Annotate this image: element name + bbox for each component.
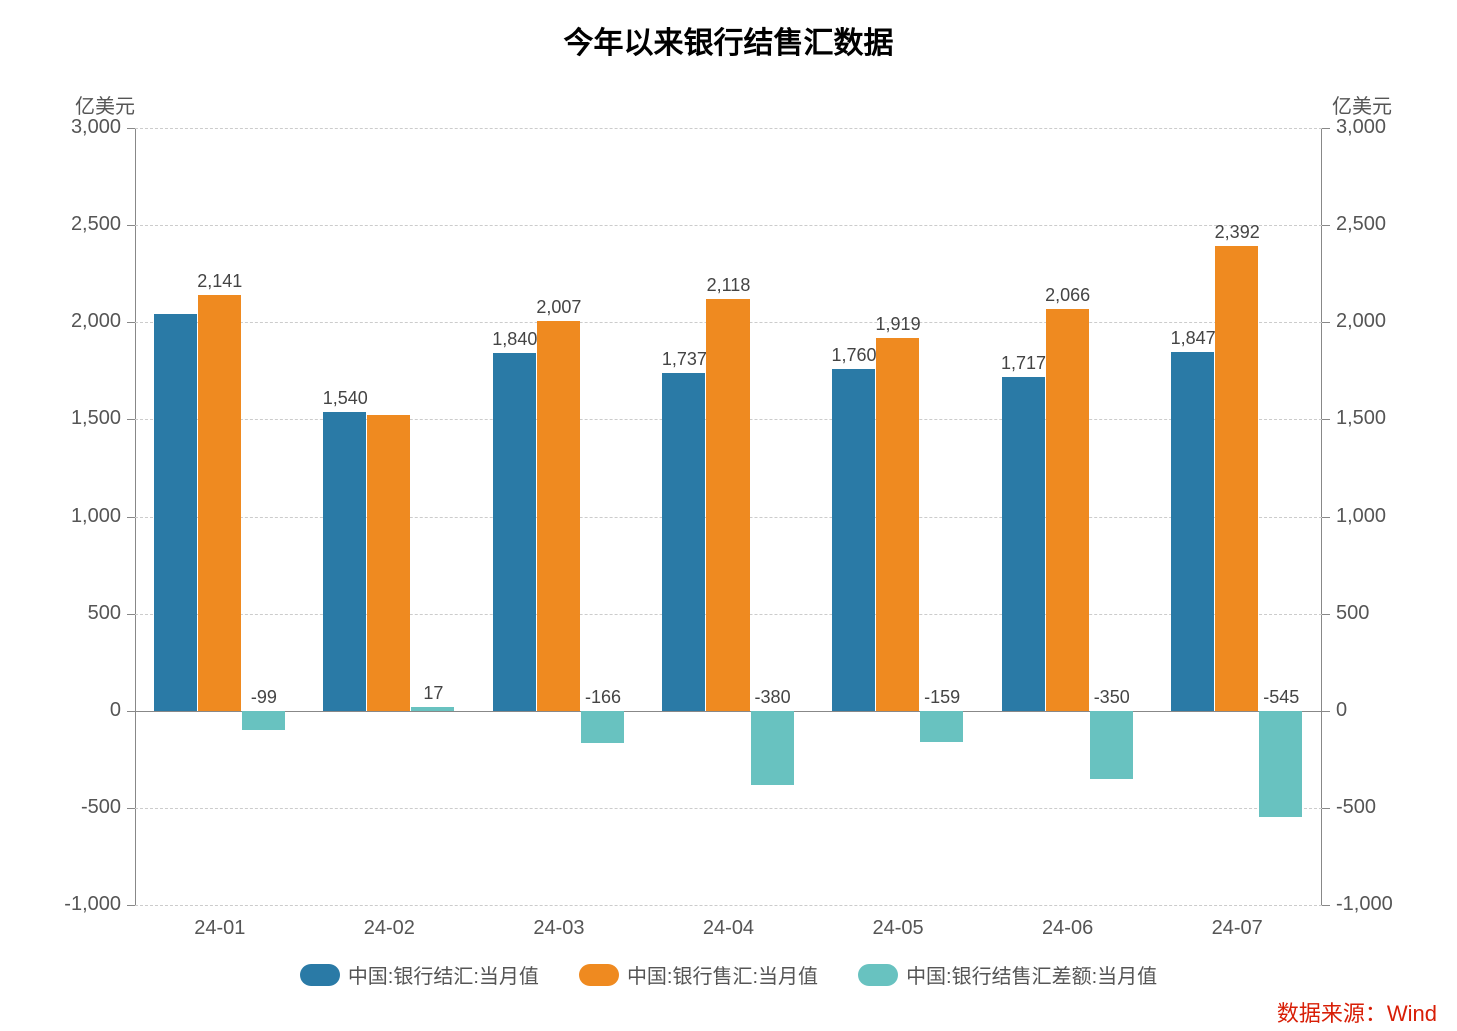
legend-label: 中国:银行结汇:当月值: [348, 960, 539, 989]
y-tick: [1322, 614, 1330, 615]
bar: [1259, 711, 1302, 817]
legend-label: 中国:银行售汇:当月值: [627, 960, 818, 989]
bar: [1046, 309, 1089, 710]
x-category-label: 24-01: [135, 917, 305, 940]
bar: [367, 415, 410, 710]
y-tick: [127, 225, 135, 226]
legend-item: 中国:银行售汇:当月值: [579, 960, 818, 989]
y-tick: [1322, 322, 1330, 323]
bar-value-label: -159: [905, 687, 979, 708]
y-tick: [127, 128, 135, 129]
y-tick: [127, 517, 135, 518]
bar: [1090, 711, 1133, 779]
legend-swatch: [300, 964, 340, 986]
bar: [1171, 352, 1214, 711]
y-tick-label-right: 2,000: [1336, 310, 1386, 333]
y-axis-unit-left: 亿美元: [75, 90, 135, 119]
y-tick-label-left: 500: [21, 602, 121, 625]
legend-item: 中国:银行结售汇差额:当月值: [858, 960, 1157, 989]
legend-swatch: [579, 964, 619, 986]
y-tick-label-left: -500: [21, 796, 121, 819]
bar: [1215, 246, 1258, 711]
y-tick: [127, 905, 135, 906]
y-tick-label-left: 0: [21, 699, 121, 722]
bar-value-label: 17: [396, 683, 470, 704]
bar: [493, 353, 536, 710]
legend-swatch: [858, 964, 898, 986]
bar: [751, 711, 794, 785]
y-tick: [1322, 419, 1330, 420]
y-tick: [1322, 905, 1330, 906]
bar: [537, 321, 580, 711]
y-axis-unit-right: 亿美元: [1332, 90, 1392, 119]
bar-value-label: 1,919: [861, 314, 935, 335]
bar-value-label: 2,118: [691, 275, 765, 296]
y-tick-label-left: 2,000: [21, 310, 121, 333]
y-tick-label-right: 0: [1336, 699, 1347, 722]
bar: [198, 295, 241, 711]
y-tick-label-right: 1,500: [1336, 407, 1386, 430]
y-tick-label-left: 1,000: [21, 505, 121, 528]
bar-value-label: 2,007: [522, 297, 596, 318]
y-tick-label-right: 2,500: [1336, 213, 1386, 236]
zero-baseline: [135, 711, 1322, 712]
gridline: [135, 905, 1322, 906]
x-category-label: 24-06: [983, 917, 1153, 940]
x-category-label: 24-07: [1152, 917, 1322, 940]
x-category-label: 24-03: [474, 917, 644, 940]
y-tick-label-left: -1,000: [21, 893, 121, 916]
bar: [154, 314, 197, 710]
bar: [706, 299, 749, 710]
y-tick: [1322, 517, 1330, 518]
legend-label: 中国:银行结售汇差额:当月值: [906, 960, 1157, 989]
bar-value-label: -380: [736, 687, 810, 708]
bar: [876, 338, 919, 711]
y-tick: [127, 711, 135, 712]
bar: [323, 412, 366, 711]
y-tick: [127, 614, 135, 615]
y-tick-label-right: 1,000: [1336, 505, 1386, 528]
y-tick-label-left: 3,000: [21, 116, 121, 139]
bar: [920, 711, 963, 742]
bar-value-label: 2,392: [1200, 222, 1274, 243]
bar-value-label: -166: [566, 687, 640, 708]
bar: [1002, 377, 1045, 711]
bar: [581, 711, 624, 743]
bar-value-label: 2,141: [183, 271, 257, 292]
x-category-label: 24-04: [644, 917, 814, 940]
y-tick-label-left: 2,500: [21, 213, 121, 236]
y-tick-label-left: 1,500: [21, 407, 121, 430]
gridline: [135, 128, 1322, 129]
legend-item: 中国:银行结汇:当月值: [300, 960, 539, 989]
x-category-label: 24-02: [305, 917, 475, 940]
bar-value-label: 1,540: [308, 388, 382, 409]
y-tick: [1322, 808, 1330, 809]
bar-value-label: -99: [227, 687, 301, 708]
bar: [662, 373, 705, 710]
bar-value-label: 2,066: [1031, 285, 1105, 306]
y-tick-label-right: 3,000: [1336, 116, 1386, 139]
bar: [832, 369, 875, 711]
gridline: [135, 225, 1322, 226]
bar-value-label: -350: [1075, 687, 1149, 708]
bar: [242, 711, 285, 730]
chart-title: 今年以来银行结售汇数据: [0, 0, 1457, 62]
gridline: [135, 808, 1322, 809]
plot-area: -1,000-1,000-500-500005005001,0001,0001,…: [135, 128, 1322, 905]
y-tick-label-right: -500: [1336, 796, 1376, 819]
y-tick: [127, 322, 135, 323]
y-tick-label-right: 500: [1336, 602, 1369, 625]
source-note: 数据来源：Wind: [1277, 996, 1437, 1028]
x-category-label: 24-05: [813, 917, 983, 940]
y-tick: [127, 419, 135, 420]
y-tick: [127, 808, 135, 809]
y-tick-label-right: -1,000: [1336, 893, 1393, 916]
y-tick: [1322, 225, 1330, 226]
legend: 中国:银行结汇:当月值 中国:银行售汇:当月值 中国:银行结售汇差额:当月值: [0, 960, 1457, 989]
y-tick: [1322, 128, 1330, 129]
bar-value-label: -545: [1244, 687, 1318, 708]
bar: [411, 707, 454, 710]
y-tick: [1322, 711, 1330, 712]
